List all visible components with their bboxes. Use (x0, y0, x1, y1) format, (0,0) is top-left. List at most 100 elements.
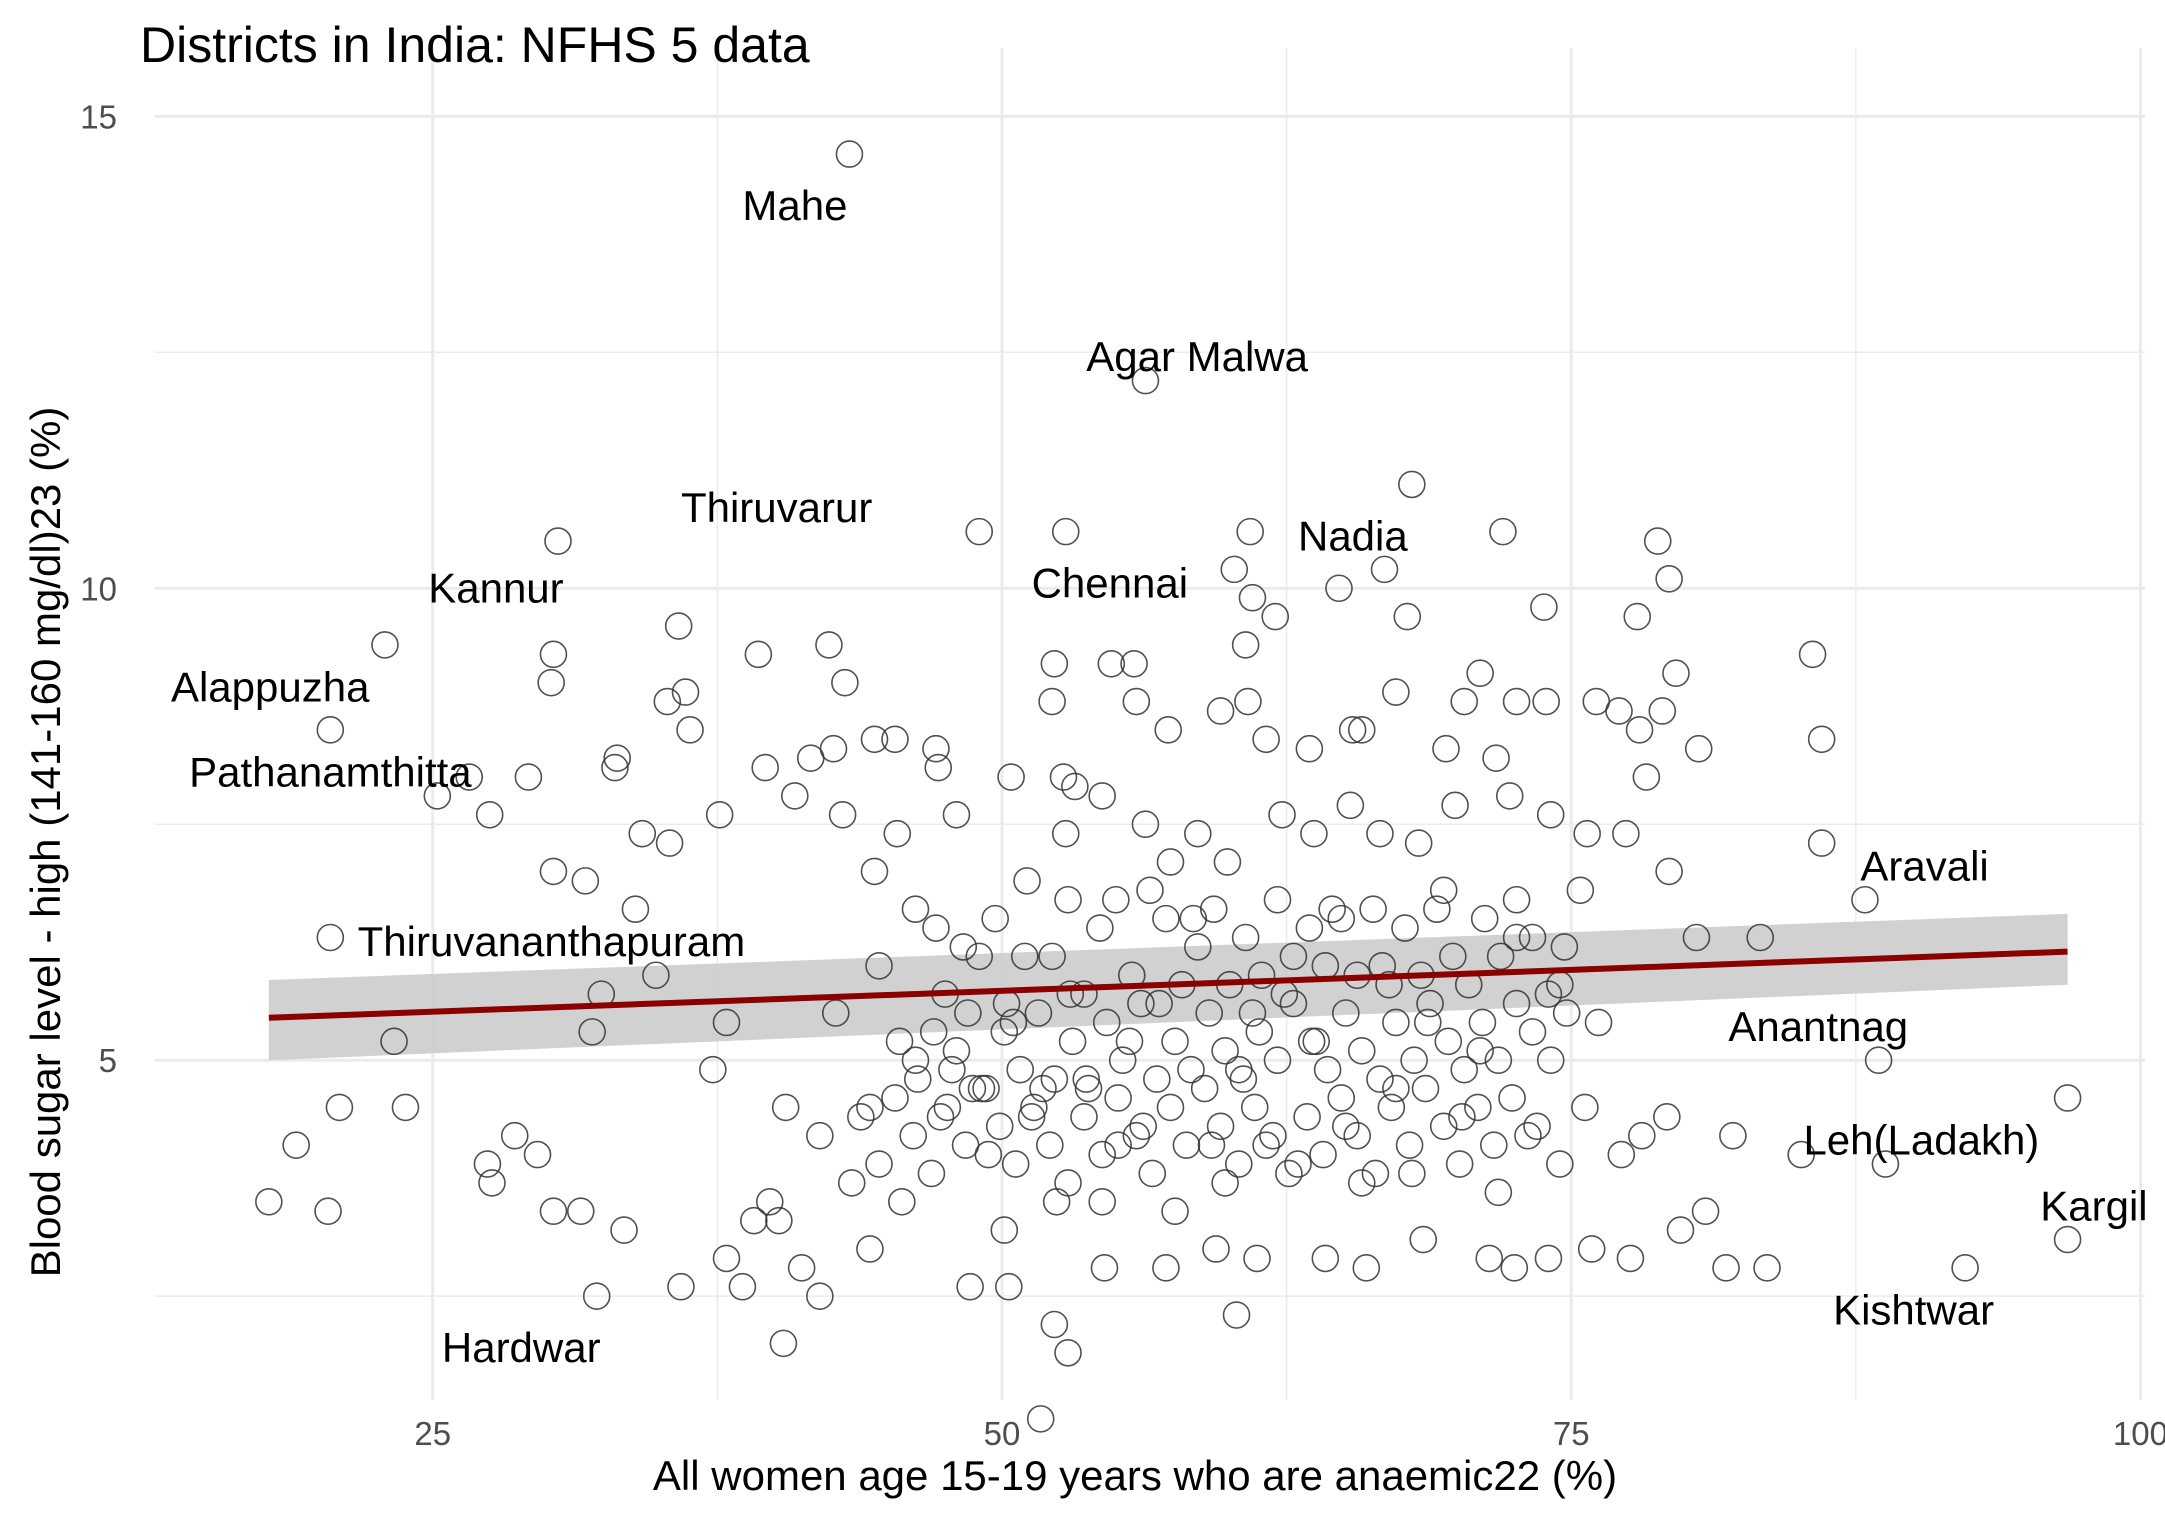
data-point (1366, 819, 1394, 848)
data-point (1190, 1074, 1219, 1103)
data-point (664, 612, 693, 640)
data-point (1154, 716, 1183, 744)
data-point (922, 734, 950, 763)
data-point (881, 725, 909, 754)
data-point (1648, 697, 1677, 725)
data-point (1632, 763, 1661, 791)
data-point (1787, 1140, 1815, 1169)
data-point (1156, 848, 1185, 876)
data-point (951, 1131, 980, 1159)
data-point (2053, 1225, 2082, 1254)
district-label: Nadia (1298, 512, 1408, 559)
data-point (1450, 1055, 1479, 1084)
tick-labels-group: 25 50 75 100 5 10 15 (80, 98, 2165, 1452)
data-point (1653, 1103, 1681, 1131)
data-point (537, 668, 565, 697)
district-label: Leh(Ladakh) (1803, 1116, 2039, 1163)
y-tick-label: 10 (80, 570, 117, 607)
data-point (473, 1150, 502, 1178)
data-point (1489, 517, 1517, 546)
data-point (1108, 1046, 1137, 1075)
data-point (1691, 1197, 1720, 1226)
data-point (1074, 1074, 1103, 1103)
data-point (539, 857, 568, 886)
data-point (1643, 527, 1672, 555)
data-point (539, 640, 568, 669)
data-point (942, 1036, 971, 1065)
data-point (981, 904, 1009, 933)
data-point (1628, 1121, 1656, 1150)
data-point (1013, 867, 1041, 895)
data-point (765, 1206, 793, 1235)
district-label: Agar Malwa (1086, 333, 1308, 380)
data-point (1211, 1036, 1239, 1065)
district-label: Kannur (428, 564, 563, 611)
data-point (1247, 961, 1276, 990)
data-point (856, 1235, 884, 1263)
data-point (821, 999, 850, 1027)
data-point (1179, 904, 1208, 933)
data-point (917, 1159, 946, 1188)
data-point (1006, 1055, 1035, 1084)
data-point (1361, 1159, 1390, 1188)
data-point (1156, 1093, 1185, 1122)
data-point (1318, 895, 1346, 923)
data-point (1177, 1055, 1205, 1084)
data-point (455, 763, 484, 791)
data-point (1197, 1131, 1226, 1159)
data-point (1129, 1112, 1157, 1141)
data-point (603, 744, 632, 772)
data-point (1423, 895, 1451, 923)
data-point (1798, 640, 1827, 669)
data-point (566, 1197, 595, 1226)
district-label: Anantnag (1728, 1003, 1908, 1050)
data-point (1243, 1244, 1271, 1273)
data-point (1864, 1046, 1893, 1075)
data-point (1500, 1254, 1529, 1282)
data-point (1259, 1121, 1287, 1150)
data-point (1115, 1027, 1144, 1056)
data-point (391, 1093, 420, 1122)
data-point (1530, 593, 1558, 621)
data-point (1040, 649, 1069, 678)
x-tick-label: 100 (2113, 1415, 2165, 1452)
data-point (883, 819, 912, 848)
data-point (1391, 914, 1419, 942)
data-point (1466, 1036, 1494, 1065)
data-point (712, 1244, 741, 1273)
data-point (478, 1169, 506, 1197)
data-point (1229, 1065, 1258, 1093)
data-point (1038, 942, 1066, 971)
data-point (1377, 1093, 1406, 1122)
data-point (500, 1121, 529, 1150)
data-point (1252, 1131, 1280, 1159)
data-point (856, 1093, 884, 1122)
data-point (1086, 914, 1114, 942)
data-point (1400, 1046, 1428, 1075)
data-point (1263, 885, 1292, 914)
data-point (1001, 1150, 1030, 1178)
data-point (1605, 697, 1633, 725)
data-point (922, 914, 950, 942)
data-point (1161, 1197, 1189, 1226)
data-point (1332, 999, 1360, 1027)
data-point (1480, 1131, 1508, 1159)
data-point (865, 1150, 893, 1178)
data-point (1475, 1244, 1504, 1273)
data-point (1682, 923, 1711, 952)
data-point (1338, 716, 1367, 744)
data-point (1054, 1339, 1082, 1367)
data-point (1398, 470, 1426, 499)
data-point (1666, 1216, 1695, 1244)
data-point (1616, 1244, 1645, 1273)
data-point (1398, 1159, 1426, 1188)
data-point (316, 923, 345, 952)
district-label: Alappuzha (171, 663, 370, 710)
data-point (1439, 942, 1467, 971)
data-point (1056, 980, 1085, 1008)
data-point (1090, 1254, 1119, 1282)
chart-title: Districts in India: NFHS 5 data (140, 17, 810, 73)
data-point (582, 1282, 611, 1310)
data-point (819, 734, 848, 763)
data-point (380, 1027, 408, 1056)
